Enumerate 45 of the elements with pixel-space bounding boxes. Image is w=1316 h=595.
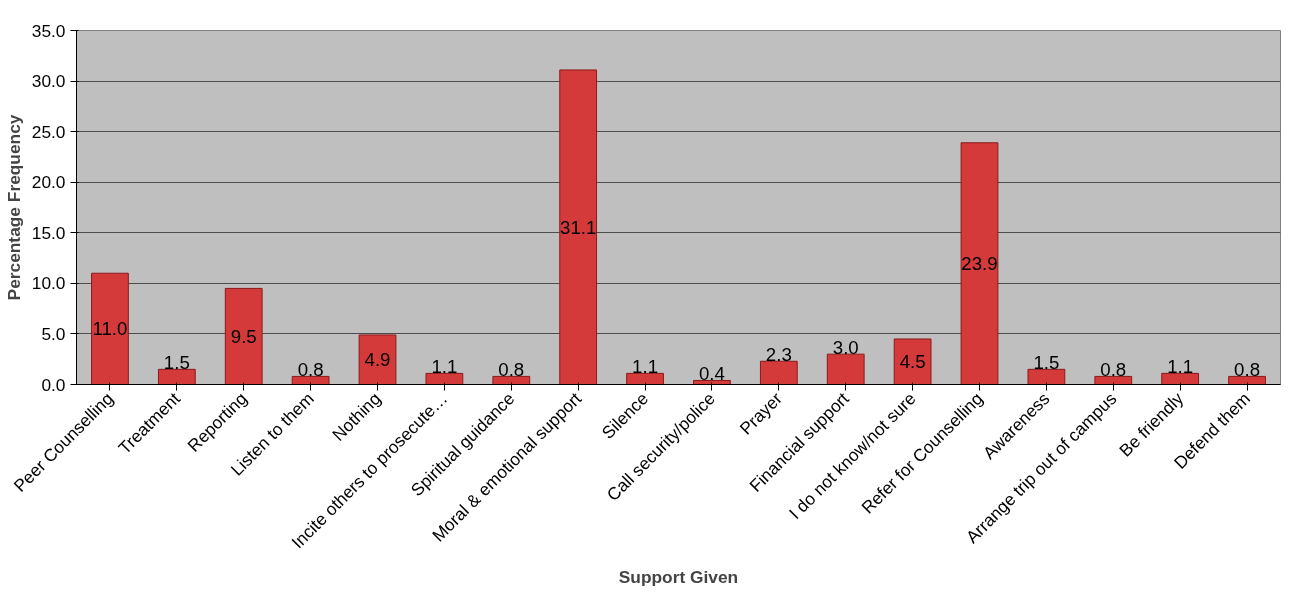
- y-tick-label: 35.0: [31, 20, 66, 41]
- data-label: 0.8: [1100, 358, 1127, 380]
- data-label: 9.5: [230, 325, 257, 347]
- bar: [1027, 368, 1066, 385]
- bar: [626, 372, 664, 385]
- data-label: 2.3: [765, 343, 792, 365]
- bar: [492, 375, 531, 385]
- y-tick-label: 25.0: [31, 121, 66, 142]
- data-label: 4.9: [364, 349, 391, 371]
- data-label: 0.8: [498, 358, 525, 380]
- bar: [224, 287, 263, 385]
- bar: [559, 69, 598, 385]
- data-label: 23.9: [961, 253, 998, 275]
- y-tick-label: 15.0: [31, 222, 66, 243]
- bar: [291, 375, 330, 385]
- bar: [893, 338, 932, 385]
- data-label: 0.4: [698, 362, 725, 384]
- data-label: 1.1: [632, 355, 659, 377]
- y-tick-label: 30.0: [31, 71, 66, 92]
- data-label: 1.5: [163, 351, 190, 373]
- x-axis-title: Support Given: [618, 567, 739, 588]
- bar: [91, 272, 129, 385]
- data-label: 11.0: [92, 318, 128, 340]
- bar: [759, 360, 798, 385]
- y-tick-label: 10.0: [31, 273, 66, 294]
- bar: [1094, 375, 1133, 385]
- y-tick-label: 5.0: [41, 323, 66, 344]
- bar: [358, 334, 397, 385]
- y-tick-label: 0.0: [41, 374, 66, 395]
- bar: [1228, 375, 1266, 385]
- data-label: 0.8: [1234, 358, 1261, 380]
- bar: [425, 372, 464, 385]
- data-label: 1.1: [431, 355, 458, 377]
- bar: [826, 353, 865, 385]
- bar: [1161, 372, 1200, 385]
- data-label: 31.1: [560, 216, 597, 238]
- data-label: 1.1: [1167, 355, 1194, 377]
- data-label: 3.0: [832, 336, 859, 358]
- data-label: 4.5: [899, 351, 926, 373]
- bar: [157, 368, 196, 385]
- data-label: 1.5: [1033, 351, 1060, 373]
- y-axis-title: Percentage Frequency: [3, 114, 24, 301]
- data-label: 0.8: [297, 358, 324, 380]
- y-tick-label: 20.0: [31, 172, 66, 193]
- bar: [960, 142, 999, 385]
